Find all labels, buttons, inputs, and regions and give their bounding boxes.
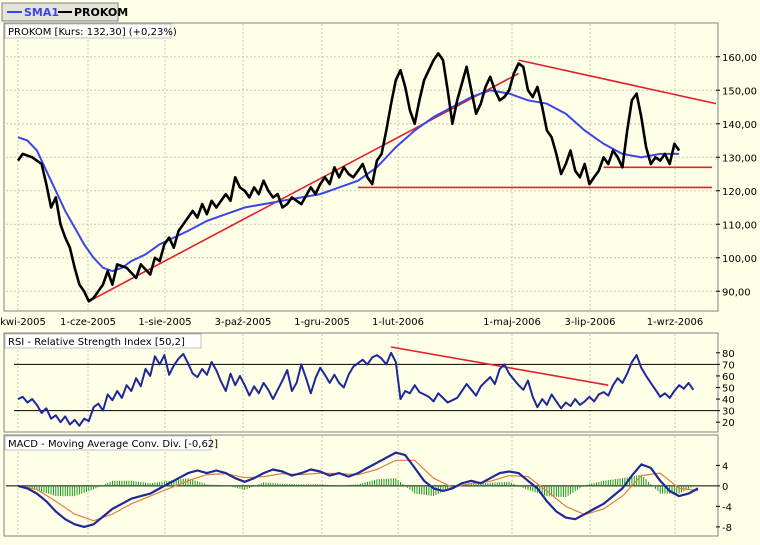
x-tick-label: 1-lut-2006 (372, 317, 424, 328)
x-tick-label: 3-paź-2005 (215, 316, 272, 328)
rsi-line (17, 351, 695, 427)
x-tick-label: 1-wrz-2006 (647, 317, 704, 328)
rsi-panel-title-box: RSI - Relative Strength Index [50,2] (4, 333, 202, 349)
macd-panel-title-box: MACD - Moving Average Conv. Div. [-0,62] (4, 435, 218, 451)
rsi-panel (3, 332, 719, 433)
x-tick-label: 3-lip-2006 (565, 317, 616, 328)
macd-panel-title: MACD - Moving Average Conv. Div. [-0,62] (8, 439, 218, 450)
x-tick-label: 1-sie-2005 (138, 317, 191, 328)
y-tick-label: 0 (722, 482, 728, 493)
y-tick-label: -8 (722, 523, 732, 534)
axis-layer: 1-kwi-2005 1-cze-2005 1-sie-2005 3-paź-2005… (0, 53, 757, 534)
y-tick-label: 50 (722, 384, 735, 395)
y-tick-label: 110,00 (722, 220, 757, 231)
legend-price-label: PROKOM (74, 6, 128, 19)
price-panel-title-box: PROKOM [Kurs: 132,30] (+0,23%) (4, 23, 177, 39)
y-tick-label: 140,00 (722, 120, 757, 131)
x-tick-label: 1-maj-2006 (483, 317, 541, 328)
data-layer (6, 52, 717, 528)
y-tick-label: 80 (722, 349, 735, 360)
y-tick-label: 160,00 (722, 53, 757, 64)
y-tick-label: 20 (722, 418, 735, 429)
y-tick-label: 130,00 (722, 153, 757, 164)
macd-line (17, 451, 699, 528)
y-tick-label: 60 (722, 372, 735, 383)
legend-sma-label: SMA1 (24, 6, 59, 19)
price-line (16, 52, 681, 303)
rsi-trendline (390, 346, 609, 386)
y-tick-label: 100,00 (722, 254, 757, 265)
x-tick-label: 1-cze-2005 (60, 317, 116, 328)
y-tick-label: 120,00 (722, 187, 757, 198)
sma-line (17, 89, 680, 273)
y-tick-label: 4 (722, 461, 728, 472)
trendline (518, 59, 717, 105)
y-tick-label: 150,00 (722, 86, 757, 97)
y-tick-label: 70 (722, 360, 735, 371)
rsi-panel-title: RSI - Relative Strength Index [50,2] (8, 337, 185, 348)
y-tick-label: 90,00 (722, 287, 751, 298)
trendline (88, 72, 519, 303)
legend: SMA1 PROKOM (1, 2, 128, 22)
price-panel-title: PROKOM [Kurs: 132,30] (+0,23%) (8, 27, 177, 38)
y-tick-label: 30 (722, 407, 735, 418)
y-tick-label: 40 (722, 395, 735, 406)
x-tick-label: 1-kwi-2005 (0, 317, 46, 328)
x-tick-label: 1-gru-2005 (294, 317, 350, 328)
y-tick-label: -4 (722, 502, 732, 513)
